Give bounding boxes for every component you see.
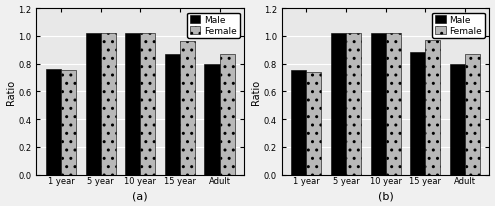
Bar [425, 41, 441, 175]
Bar [291, 71, 306, 175]
Bar [410, 53, 425, 175]
Legend: Male, Female: Male, Female [432, 14, 485, 39]
Bar [219, 55, 235, 175]
Bar [386, 34, 401, 175]
Bar [204, 64, 219, 175]
Y-axis label: Ratio: Ratio [5, 79, 15, 104]
X-axis label: (b): (b) [378, 191, 394, 200]
Bar [140, 34, 155, 175]
Bar [371, 34, 386, 175]
Bar [331, 34, 346, 175]
Bar [61, 71, 76, 175]
Bar [46, 70, 61, 175]
Bar [465, 55, 480, 175]
Bar [180, 42, 195, 175]
Y-axis label: Ratio: Ratio [251, 79, 261, 104]
Bar [306, 73, 321, 175]
Bar [125, 34, 140, 175]
Legend: Male, Female: Male, Female [187, 14, 240, 39]
Bar [165, 55, 180, 175]
Bar [450, 64, 465, 175]
Bar [86, 34, 100, 175]
X-axis label: (a): (a) [133, 191, 148, 200]
Bar [346, 34, 361, 175]
Bar [100, 34, 116, 175]
